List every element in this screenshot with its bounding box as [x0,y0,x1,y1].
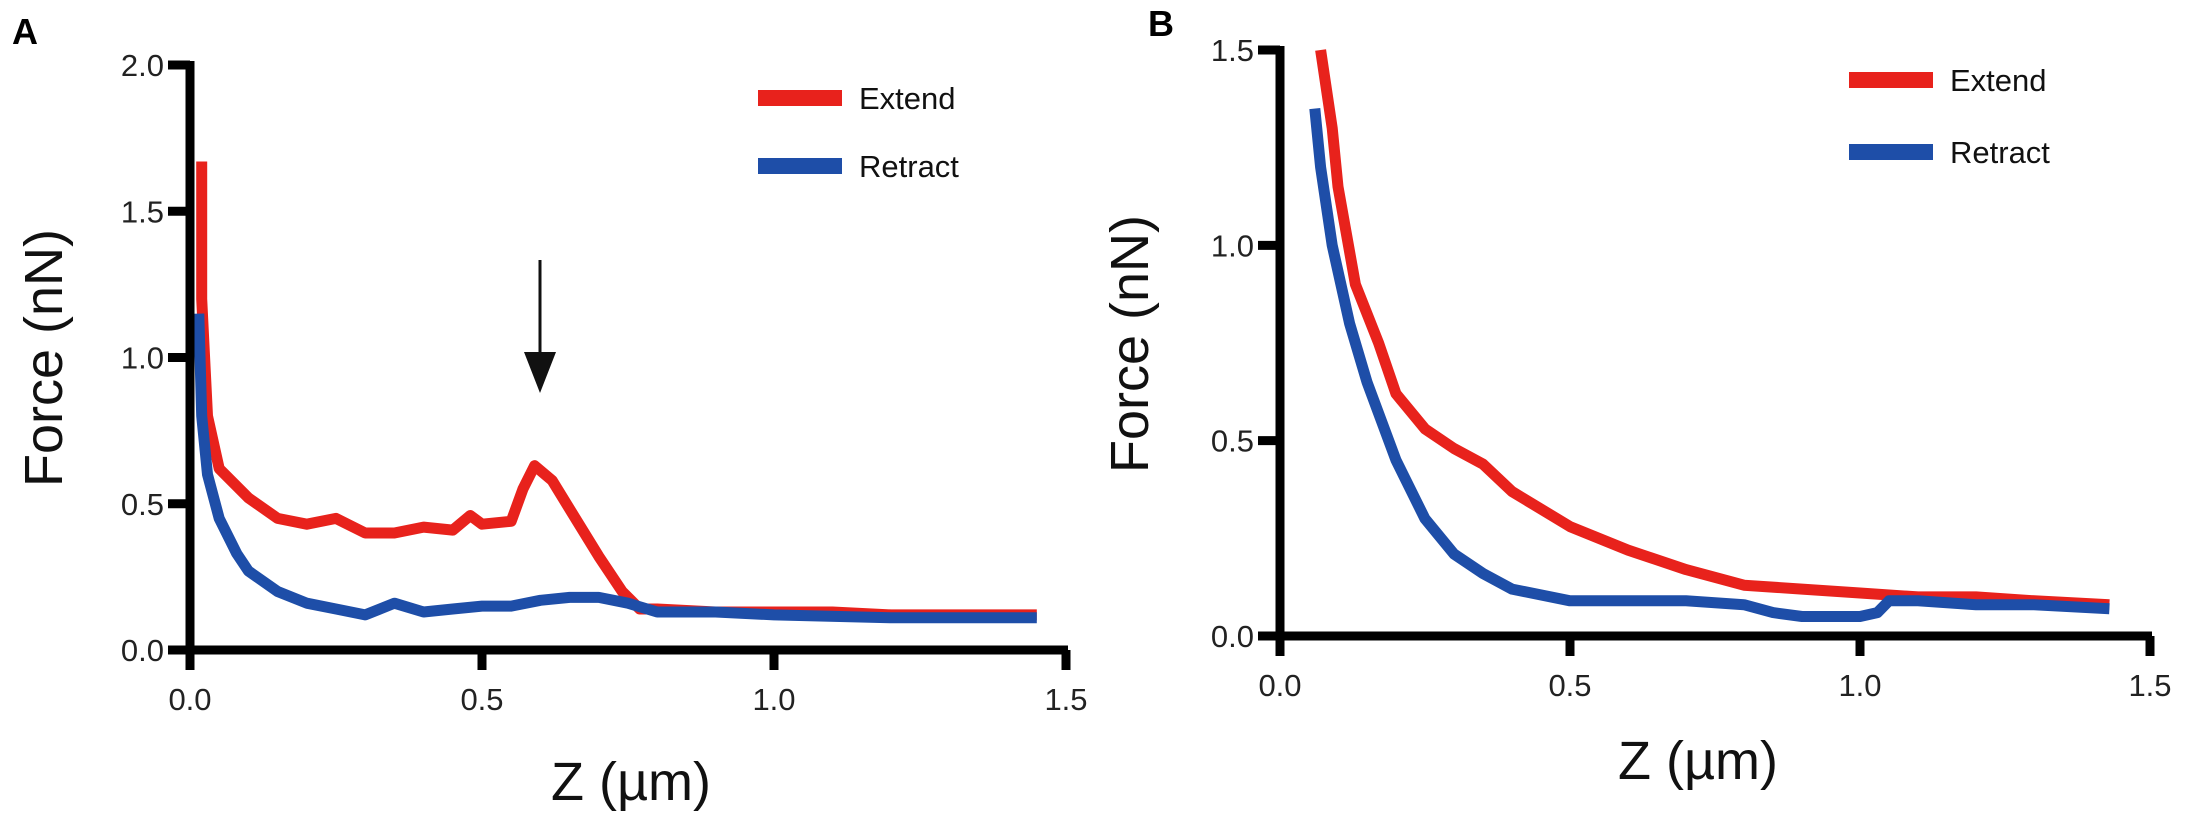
y-tick-label: 1.5 [1211,33,1254,68]
panel-a: A 0.0 0.5 1.0 1.5 2.0 0.0 0.5 1.0 1.5 Z (µm) Force … [12,11,1088,812]
y-tick-label: 2.0 [121,48,164,83]
legend-label-extend: Extend [859,81,956,116]
y-tick-label: 1.5 [121,194,164,229]
x-axis-title: Z (µm) [1618,731,1778,791]
x-tick-label: 1.0 [752,682,795,717]
panel-label: A [12,11,38,52]
legend: Extend Retract [758,81,959,184]
panel-label: B [1148,3,1174,44]
x-tick-label: 1.5 [1044,682,1087,717]
series-line-retract [1309,108,2110,622]
y-tick-label: 0.0 [1211,619,1254,654]
y-tick-label: 0.5 [121,487,164,522]
series-line-retract [193,313,1037,624]
x-tick-label: 1.5 [2128,668,2171,703]
x-tick-label: 0.0 [168,682,211,717]
legend: Extend Retract [1849,63,2050,170]
legend-label-retract: Retract [1950,135,2050,170]
y-axis-title: Force (nN) [1100,215,1160,473]
y-tick-label: 1.0 [1211,228,1254,263]
x-axis-title: Z (µm) [551,752,711,812]
x-tick-label: 0.5 [460,682,503,717]
y-tick-label: 0.5 [1211,424,1254,459]
arrow-head-icon [524,352,556,393]
panel-b: B 0.0 0.5 1.0 1.5 0.0 0.5 1.0 1.5 Z (µm) Force (nN… [1100,3,2172,791]
legend-label-retract: Retract [859,149,959,184]
series-line-extend [196,161,1037,621]
x-tick-label: 1.0 [1838,668,1881,703]
y-axis-title: Force (nN) [14,229,74,487]
annotation-arrow [524,260,556,393]
x-tick-label: 0.0 [1258,668,1301,703]
series-line-extend [1315,49,2110,611]
x-tick-label: 0.5 [1548,668,1591,703]
y-tick-label: 1.0 [121,341,164,376]
legend-label-extend: Extend [1950,63,2047,98]
y-tick-label: 0.0 [121,633,164,668]
